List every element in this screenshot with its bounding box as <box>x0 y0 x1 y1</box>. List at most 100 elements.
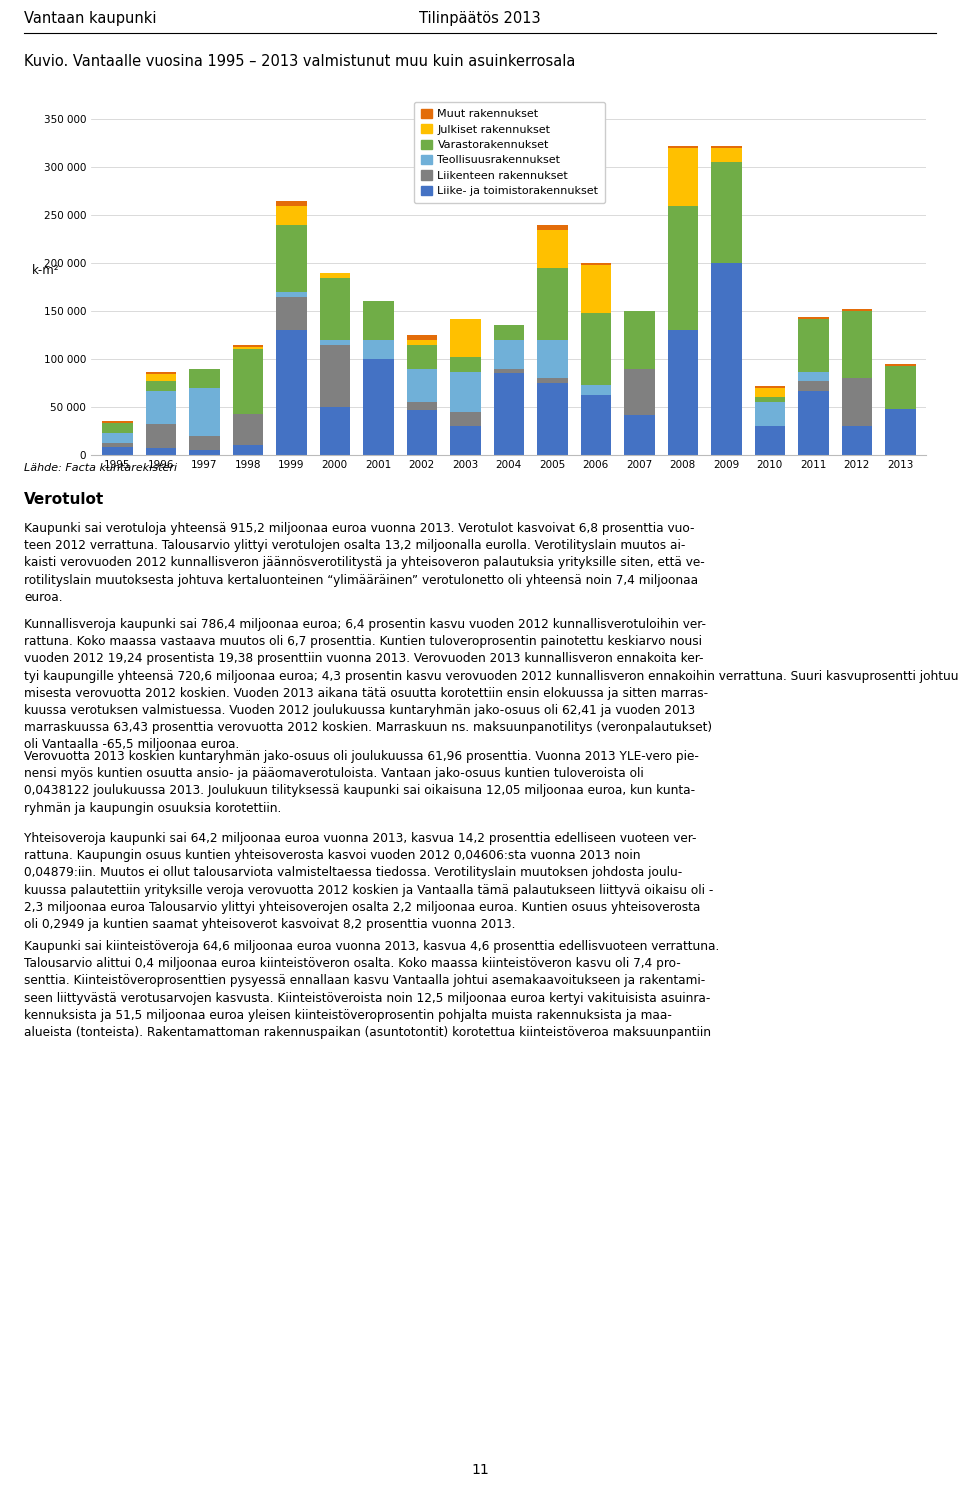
Bar <box>189 436 220 451</box>
Bar <box>276 330 306 455</box>
Bar <box>407 369 437 402</box>
Bar <box>232 414 263 445</box>
Bar <box>885 366 916 409</box>
Bar <box>667 206 698 330</box>
Bar <box>885 409 916 455</box>
Text: Yhteisoveroja kaupunki sai 64,2 miljoonaa euroa vuonna 2013, kasvua 14,2 prosent: Yhteisoveroja kaupunki sai 64,2 miljoona… <box>24 832 713 932</box>
Bar <box>146 424 176 448</box>
Bar <box>798 391 828 455</box>
Bar <box>276 206 306 225</box>
Bar <box>711 148 741 163</box>
Text: Lähde: Facta kuntarekisteri: Lähde: Facta kuntarekisteri <box>24 463 178 473</box>
Bar <box>102 442 132 448</box>
Bar <box>102 424 132 433</box>
Bar <box>798 381 828 391</box>
Bar <box>320 408 350 455</box>
Bar <box>537 384 567 455</box>
Bar <box>624 369 655 415</box>
Bar <box>102 421 132 424</box>
Bar <box>276 293 306 297</box>
Bar <box>146 391 176 424</box>
Bar <box>711 163 741 263</box>
Legend: Muut rakennukset, Julkiset rakennukset, Varastorakennukset, Teollisuusrakennukse: Muut rakennukset, Julkiset rakennukset, … <box>414 102 605 203</box>
Bar <box>407 345 437 369</box>
Bar <box>363 358 394 455</box>
Bar <box>146 381 176 391</box>
Bar <box>581 385 611 394</box>
Bar <box>624 311 655 369</box>
Text: Kaupunki sai verotuloja yhteensä 915,2 miljoonaa euroa vuonna 2013. Verotulot ka: Kaupunki sai verotuloja yhteensä 915,2 m… <box>24 523 705 603</box>
Bar <box>667 146 698 148</box>
Bar <box>232 345 263 346</box>
Bar <box>537 230 567 267</box>
Bar <box>798 317 828 320</box>
Bar <box>755 402 785 426</box>
Text: Tilinpäätös 2013: Tilinpäätös 2013 <box>420 10 540 25</box>
Bar <box>407 334 437 340</box>
Text: 11: 11 <box>471 1463 489 1477</box>
Bar <box>276 200 306 206</box>
Bar <box>320 273 350 278</box>
Bar <box>189 388 220 436</box>
Bar <box>842 309 872 311</box>
Text: Kunnallisveroja kaupunki sai 786,4 miljoonaa euroa; 6,4 prosentin kasvu vuoden 2: Kunnallisveroja kaupunki sai 786,4 miljo… <box>24 618 960 751</box>
Bar <box>102 433 132 442</box>
Bar <box>320 278 350 340</box>
Bar <box>842 378 872 426</box>
Bar <box>581 266 611 314</box>
Bar <box>493 369 524 373</box>
Bar <box>885 364 916 366</box>
Bar <box>667 148 698 206</box>
Bar <box>667 330 698 455</box>
Bar <box>624 415 655 455</box>
Bar <box>537 378 567 384</box>
Bar <box>363 340 394 358</box>
Bar <box>450 412 481 426</box>
Bar <box>493 340 524 369</box>
Bar <box>232 445 263 455</box>
Bar <box>537 340 567 378</box>
Bar <box>407 402 437 411</box>
Bar <box>842 311 872 378</box>
Bar <box>146 372 176 375</box>
Bar <box>407 340 437 345</box>
Y-axis label: k-m²: k-m² <box>32 264 59 278</box>
Bar <box>363 302 394 340</box>
Text: Kaupunki sai kiinteistöveroja 64,6 miljoonaa euroa vuonna 2013, kasvua 4,6 prose: Kaupunki sai kiinteistöveroja 64,6 miljo… <box>24 941 719 1039</box>
Bar <box>407 411 437 455</box>
Bar <box>276 225 306 293</box>
Bar <box>450 372 481 412</box>
Bar <box>711 263 741 455</box>
Text: Verovuotta 2013 koskien kuntaryhmän jako-osuus oli joulukuussa 61,96 prosenttia.: Verovuotta 2013 koskien kuntaryhmän jako… <box>24 749 699 815</box>
Bar <box>450 357 481 372</box>
Bar <box>537 225 567 230</box>
Bar <box>493 325 524 340</box>
Bar <box>493 373 524 455</box>
Bar <box>581 314 611 385</box>
Text: Verotulot: Verotulot <box>24 491 105 506</box>
Bar <box>581 394 611 455</box>
Bar <box>320 345 350 408</box>
Text: Vantaan kaupunki: Vantaan kaupunki <box>24 10 156 25</box>
Bar <box>755 397 785 402</box>
Bar <box>450 426 481 455</box>
Bar <box>146 448 176 455</box>
Bar <box>450 320 481 357</box>
Bar <box>189 369 220 388</box>
Bar <box>842 426 872 455</box>
Bar <box>798 320 828 372</box>
Bar <box>755 388 785 397</box>
Bar <box>798 372 828 381</box>
Bar <box>755 426 785 455</box>
Bar <box>581 263 611 266</box>
Bar <box>146 375 176 381</box>
Bar <box>755 385 785 388</box>
Bar <box>276 297 306 330</box>
Bar <box>537 267 567 340</box>
Bar <box>232 346 263 348</box>
Bar <box>320 340 350 345</box>
Bar <box>232 348 263 414</box>
Bar <box>102 448 132 455</box>
Text: Kuvio. Vantaalle vuosina 1995 – 2013 valmistunut muu kuin asuinkerrosala: Kuvio. Vantaalle vuosina 1995 – 2013 val… <box>24 54 575 69</box>
Bar <box>189 451 220 455</box>
